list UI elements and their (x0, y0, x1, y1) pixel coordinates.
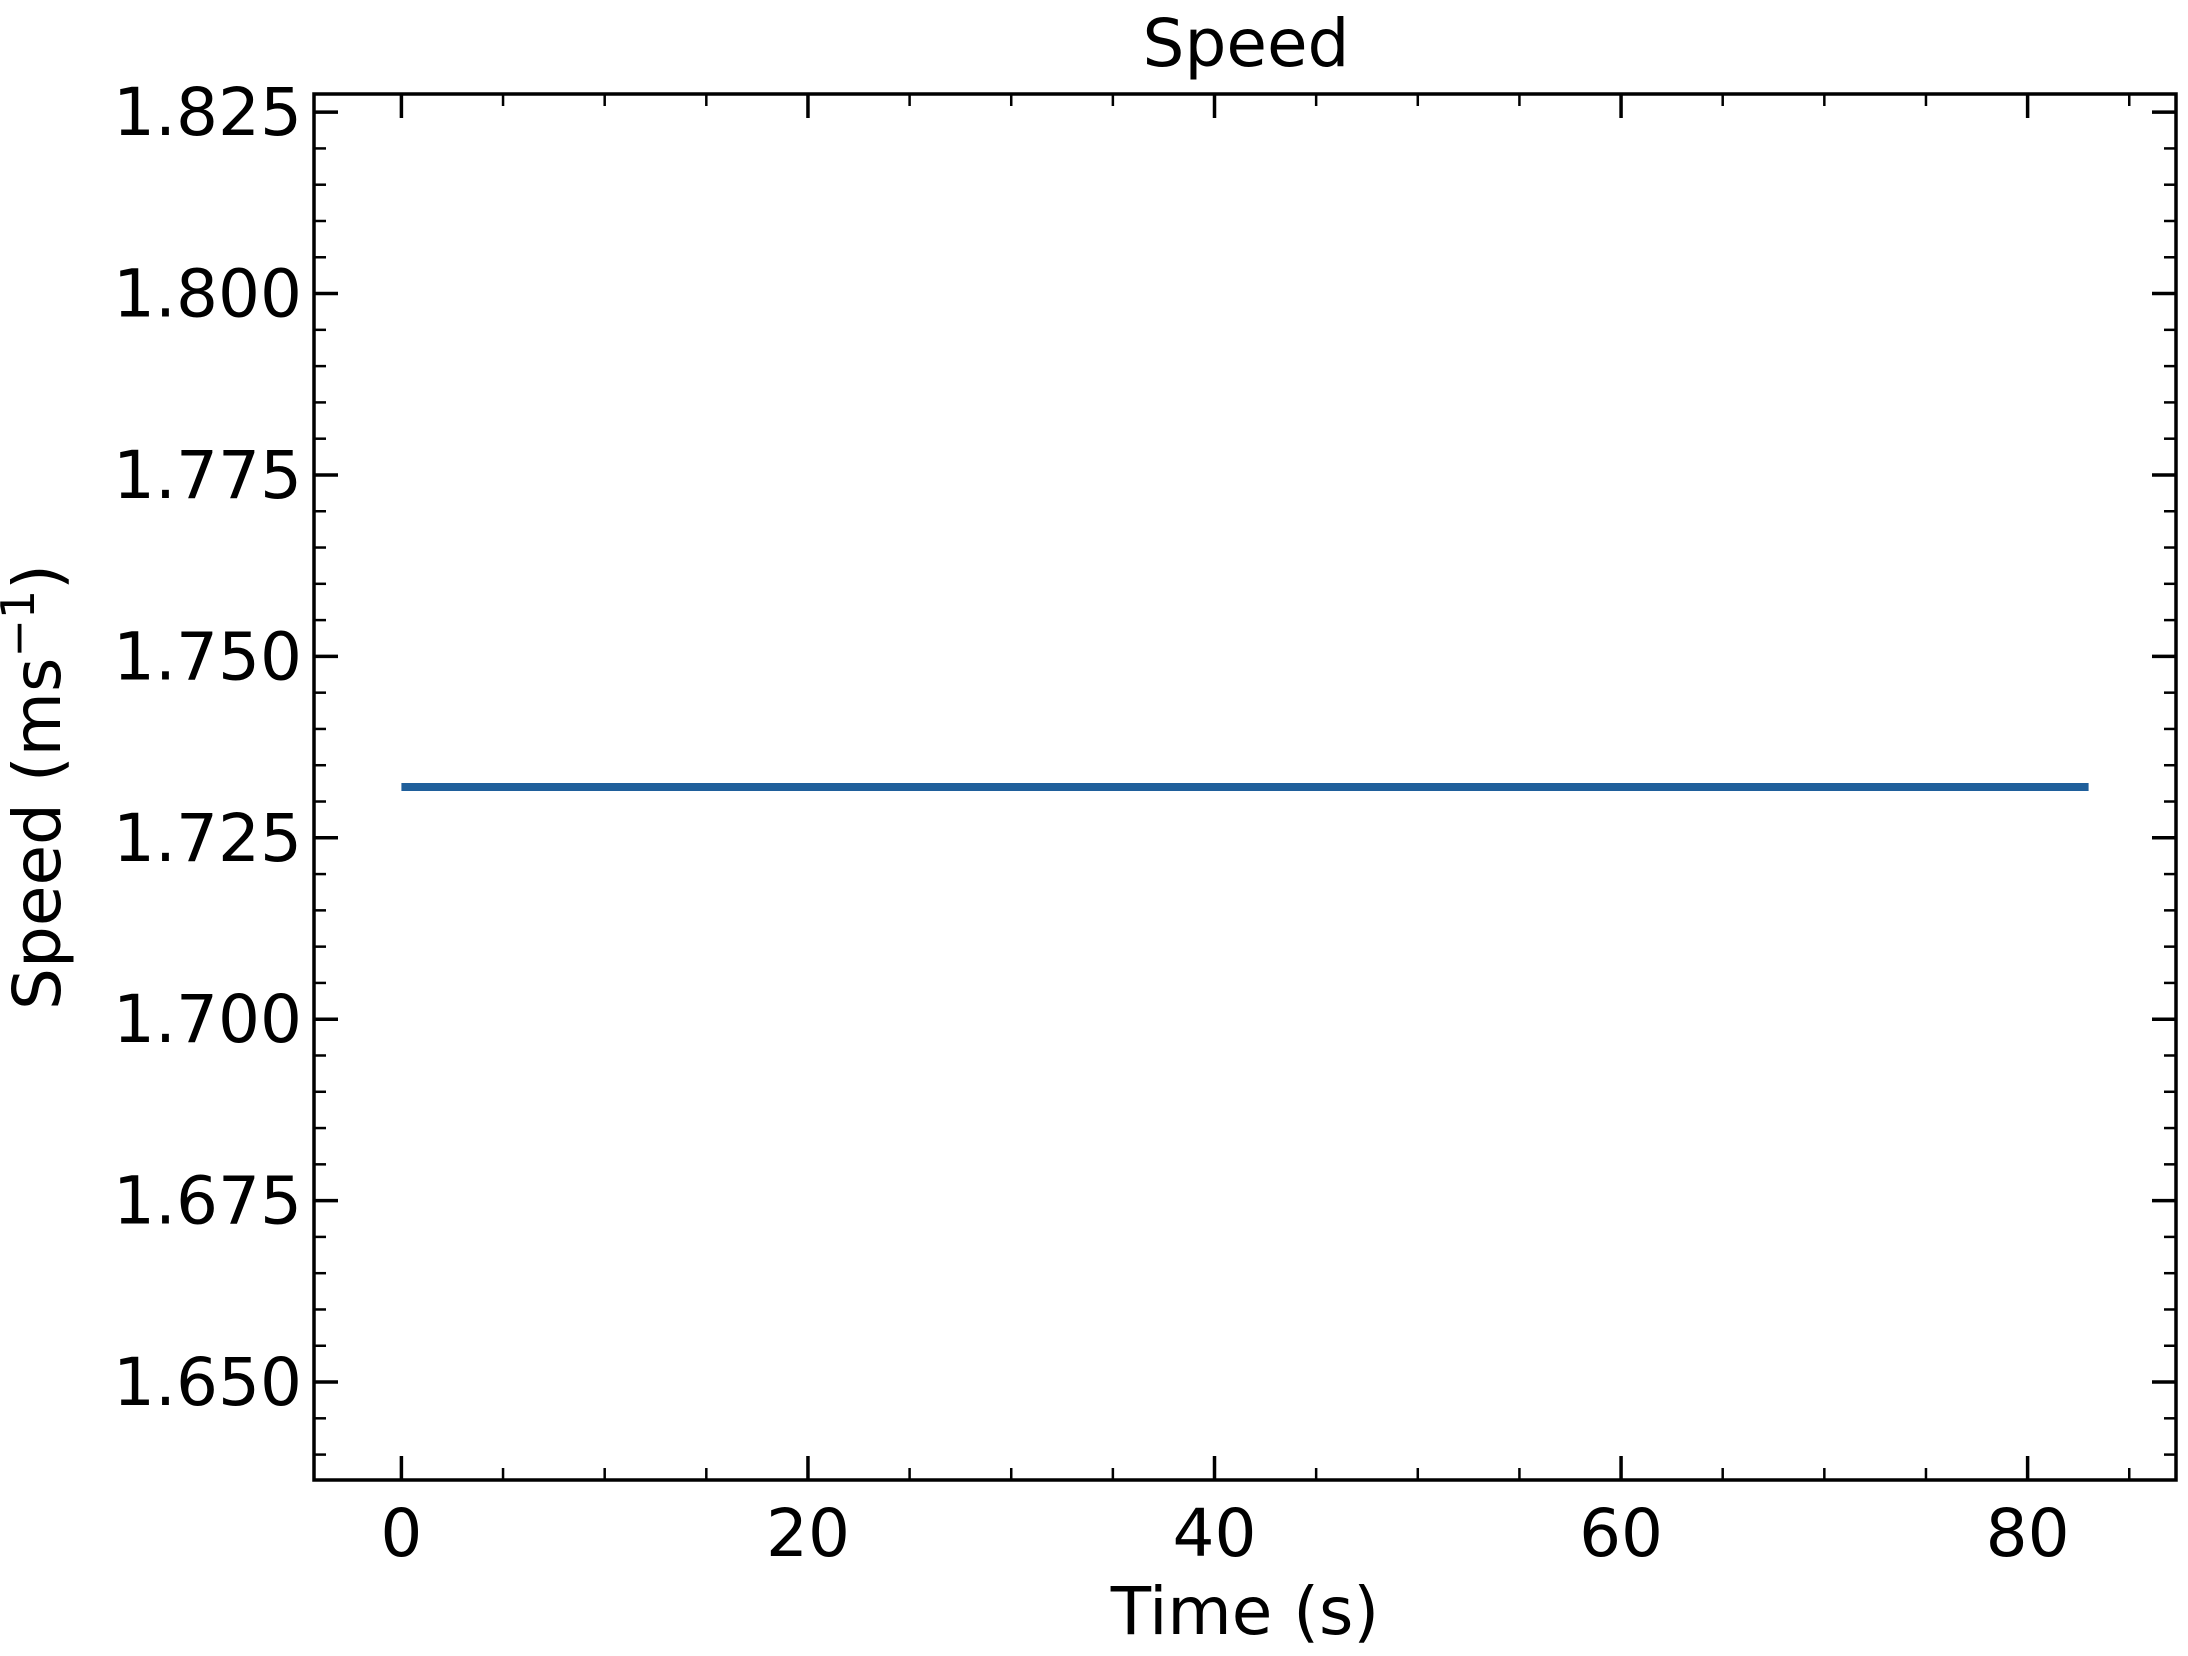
y-tick-label: 1.775 (113, 437, 302, 514)
x-tick-label: 0 (380, 1495, 422, 1572)
y-axis-label-superscript: −1 (0, 590, 45, 658)
x-gridlines-and-ticks (399, 94, 2131, 1480)
y-tick-label: 1.700 (113, 981, 302, 1058)
x-axis-label: Time (s) (1110, 1573, 1379, 1650)
y-gridlines-and-ticks (314, 110, 2176, 1456)
x-tick-label: 60 (1579, 1495, 1663, 1572)
y-tick-label: 1.825 (113, 74, 302, 151)
chart-title: Speed (1143, 5, 1350, 82)
x-tick-labels: 0 20 40 60 80 (380, 1495, 2069, 1572)
y-axis-label: Speed (ms−1) (0, 564, 76, 1010)
y-tick-label: 1.800 (113, 256, 302, 333)
y-axis-label-main: Speed (ms (0, 658, 76, 1010)
y-tick-label: 1.725 (113, 800, 302, 877)
x-tick-label: 40 (1173, 1495, 1257, 1572)
y-tick-label: 1.750 (113, 618, 302, 695)
plot-frame (312, 92, 2178, 1482)
y-axis-label-suffix: ) (0, 564, 76, 590)
x-tick-label: 20 (766, 1495, 850, 1572)
x-tick-label: 80 (1986, 1495, 2070, 1572)
y-tick-label: 1.675 (113, 1163, 302, 1240)
y-tick-labels: 1.650 1.675 1.700 1.725 1.750 1.775 1.800 1.825 (113, 74, 302, 1421)
y-tick-label: 1.650 (113, 1344, 302, 1421)
